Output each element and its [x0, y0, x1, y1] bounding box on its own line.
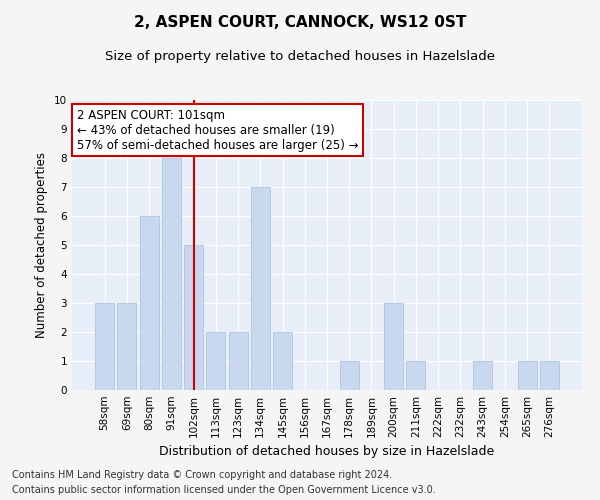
Text: 2 ASPEN COURT: 101sqm
← 43% of detached houses are smaller (19)
57% of semi-deta: 2 ASPEN COURT: 101sqm ← 43% of detached …: [77, 108, 359, 152]
Bar: [540, 361, 559, 390]
Bar: [162, 158, 181, 390]
Bar: [340, 361, 359, 390]
Bar: [406, 361, 425, 390]
Bar: [273, 332, 292, 390]
Bar: [206, 332, 225, 390]
Bar: [184, 245, 203, 390]
Bar: [384, 303, 403, 390]
Bar: [229, 332, 248, 390]
Text: Contains HM Land Registry data © Crown copyright and database right 2024.: Contains HM Land Registry data © Crown c…: [12, 470, 392, 480]
Text: Size of property relative to detached houses in Hazelslade: Size of property relative to detached ho…: [105, 50, 495, 63]
Y-axis label: Number of detached properties: Number of detached properties: [35, 152, 49, 338]
Bar: [118, 303, 136, 390]
Bar: [140, 216, 158, 390]
Bar: [473, 361, 492, 390]
Text: 2, ASPEN COURT, CANNOCK, WS12 0ST: 2, ASPEN COURT, CANNOCK, WS12 0ST: [134, 15, 466, 30]
Text: Contains public sector information licensed under the Open Government Licence v3: Contains public sector information licen…: [12, 485, 436, 495]
Bar: [251, 187, 270, 390]
Bar: [95, 303, 114, 390]
Bar: [518, 361, 536, 390]
X-axis label: Distribution of detached houses by size in Hazelslade: Distribution of detached houses by size …: [160, 446, 494, 458]
